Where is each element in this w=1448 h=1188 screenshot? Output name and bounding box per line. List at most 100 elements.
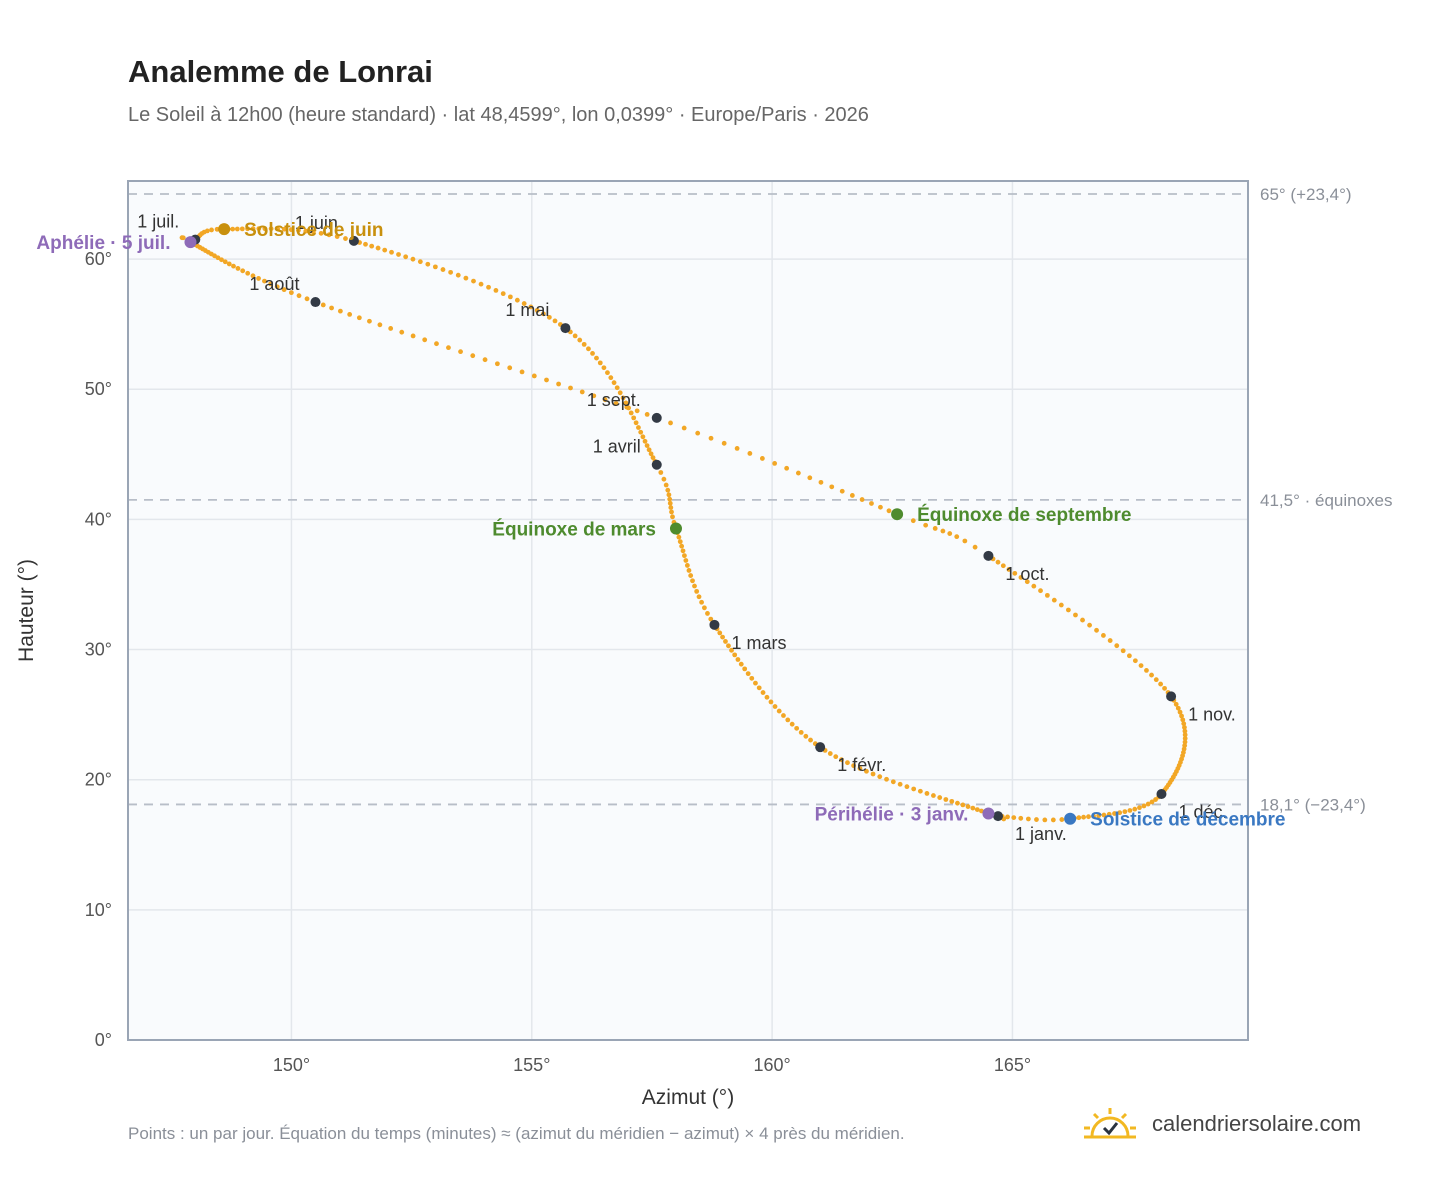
- daily-point: [699, 599, 704, 605]
- daily-point: [478, 281, 484, 287]
- daily-point: [1044, 592, 1050, 598]
- brand-name: calendriersolaire.com: [1152, 1111, 1362, 1136]
- daily-point: [972, 544, 978, 550]
- daily-point: [239, 226, 245, 232]
- daily-point: [708, 616, 714, 622]
- daily-point: [658, 470, 664, 475]
- daily-point: [514, 297, 520, 303]
- daily-point: [1182, 736, 1188, 741]
- daily-point: [753, 680, 758, 686]
- daily-point: [1182, 725, 1187, 730]
- daily-point: [446, 345, 451, 351]
- daily-point: [1144, 668, 1149, 673]
- daily-point: [1181, 721, 1187, 727]
- daily-point: [781, 713, 786, 718]
- reference-line-label: 41,5° · équinoxes: [1260, 491, 1393, 510]
- daily-point: [389, 249, 394, 255]
- x-tick-label: 160°: [754, 1055, 791, 1075]
- daily-point: [377, 322, 383, 328]
- daily-point: [726, 643, 731, 649]
- daily-point: [745, 671, 751, 677]
- daily-point: [556, 381, 561, 387]
- daily-point: [572, 333, 578, 339]
- x-tick-label: 165°: [994, 1055, 1031, 1075]
- daily-point: [1081, 814, 1086, 820]
- daily-point: [1107, 638, 1113, 643]
- daily-point: [1127, 808, 1133, 813]
- month-label: 1 déc.: [1178, 802, 1227, 822]
- daily-point: [303, 228, 309, 234]
- daily-point: [1012, 570, 1018, 576]
- daily-point: [695, 430, 701, 436]
- daily-point: [594, 355, 599, 361]
- daily-point: [1120, 648, 1126, 654]
- daily-point: [440, 267, 446, 272]
- daily-point: [601, 365, 607, 371]
- event-label: Solstice de juin: [244, 220, 383, 241]
- event-label: Solstice de décembre: [1090, 810, 1285, 831]
- month-marker: [1156, 789, 1167, 800]
- daily-point: [1073, 612, 1078, 618]
- event-label: Aphélie · 5 juil.: [36, 233, 170, 254]
- daily-point: [432, 264, 438, 270]
- daily-point: [701, 605, 707, 611]
- daily-point: [694, 588, 700, 594]
- daily-point: [614, 385, 620, 391]
- event-marker: [891, 508, 904, 521]
- daily-point: [620, 395, 626, 401]
- daily-point: [463, 275, 469, 281]
- month-marker: [815, 742, 826, 753]
- daily-point: [541, 311, 546, 317]
- y-tick-label: 0°: [95, 1030, 112, 1050]
- y-tick-label: 40°: [85, 509, 112, 529]
- y-tick-label: 50°: [85, 379, 112, 399]
- daily-point: [869, 501, 874, 506]
- daily-point: [668, 505, 674, 510]
- daily-point: [577, 337, 583, 343]
- daily-point: [399, 329, 405, 335]
- daily-point: [732, 652, 738, 658]
- daily-point: [760, 690, 766, 695]
- daily-point: [960, 802, 966, 808]
- month-marker: [993, 811, 1004, 822]
- daily-point: [686, 568, 692, 573]
- daily-point: [320, 302, 326, 308]
- daily-point: [318, 230, 324, 236]
- y-tick-label: 30°: [85, 640, 112, 660]
- daily-point: [1175, 705, 1181, 711]
- month-label: 1 sept.: [587, 390, 641, 410]
- daily-point: [425, 261, 431, 267]
- brand[interactable]: calendriersolaire.com: [1082, 1104, 1361, 1144]
- daily-point: [688, 573, 694, 578]
- daily-point: [179, 235, 185, 241]
- daily-point: [839, 757, 844, 763]
- daily-point: [911, 786, 917, 792]
- event-label: Équinoxe de septembre: [917, 504, 1131, 526]
- daily-point: [329, 305, 334, 311]
- daily-point: [772, 704, 778, 709]
- daily-point: [507, 365, 513, 371]
- month-marker: [348, 235, 359, 246]
- daily-point: [949, 798, 955, 804]
- daily-point: [288, 227, 294, 233]
- daily-point: [494, 361, 500, 367]
- daily-point: [784, 465, 790, 471]
- daily-point: [410, 256, 416, 262]
- daily-point: [735, 657, 741, 662]
- daily-point: [1145, 801, 1151, 807]
- daily-point: [1162, 685, 1167, 691]
- daily-point: [240, 268, 246, 274]
- daily-point: [631, 415, 637, 421]
- daily-point: [1101, 633, 1106, 638]
- daily-point: [304, 296, 310, 302]
- daily-point: [343, 236, 348, 241]
- daily-point: [1106, 811, 1112, 817]
- daily-point: [521, 301, 527, 306]
- daily-point: [226, 261, 232, 267]
- daily-point: [776, 708, 782, 714]
- daily-point: [219, 257, 224, 263]
- daily-point: [458, 349, 463, 355]
- month-marker: [983, 550, 994, 561]
- daily-point: [624, 404, 630, 410]
- daily-point: [222, 259, 228, 265]
